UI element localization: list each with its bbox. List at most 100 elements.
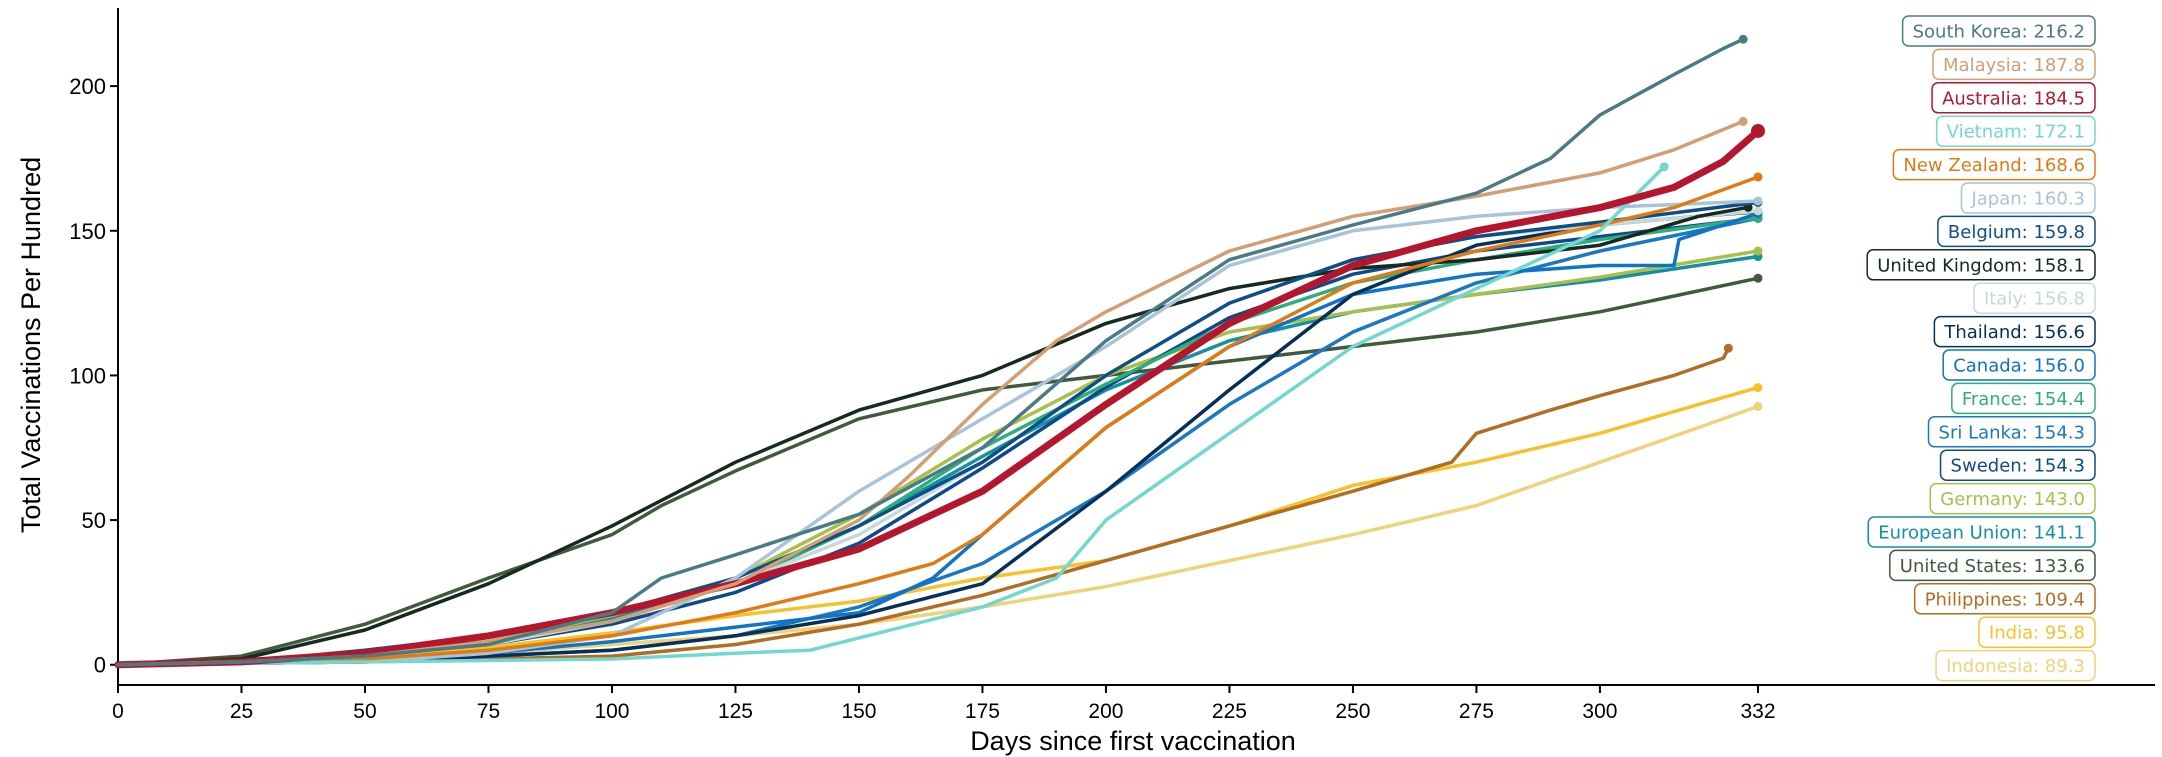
series-line-france [116, 216, 1760, 667]
y-tick-label: 200 [69, 74, 106, 99]
y-tick-label: 100 [69, 363, 106, 388]
legend-label: United States: 133.6 [1900, 556, 2085, 577]
legend-box [1960, 182, 2096, 214]
legend-label: India: 95.8 [1989, 623, 2085, 644]
series-line-united-states [116, 276, 1760, 667]
legend-item-european-union: European Union: 141.1 [1867, 516, 2096, 548]
legend-box [1951, 382, 2096, 415]
legend-box [1913, 583, 2096, 615]
series-line-sri-lanka [116, 216, 1760, 667]
x-tick-label: 0 [112, 700, 124, 723]
legend-label: United Kingdom: 158.1 [1877, 255, 2085, 276]
y-tick-label: 150 [69, 219, 106, 244]
series-line-canada [116, 211, 1760, 667]
legend-label: Italy: 156.8 [1984, 289, 2085, 310]
x-tick-label: 150 [841, 700, 876, 723]
series-line-thailand [116, 209, 1760, 667]
series-endpoint-vietnam [1659, 162, 1669, 172]
legend-item-sri-lanka: Sri Lanka: 154.3 [1927, 416, 2096, 448]
legend-box [1866, 249, 2096, 281]
series-lines [114, 34, 1765, 669]
series-line-malaysia [116, 119, 1745, 667]
legend-item-japan: Japan: 160.3 [1960, 182, 2096, 214]
legend-box [1935, 649, 2096, 682]
series-endpoint-japan [1753, 196, 1763, 206]
series-endpoint-south-korea [1738, 34, 1748, 44]
legend-box [1892, 148, 2096, 181]
legend-label: Japan: 160.3 [1970, 189, 2085, 210]
x-tick-label: 200 [1088, 700, 1123, 723]
legend-item-sweden: Sweden: 154.3 [1939, 449, 2096, 481]
series-line-australia [114, 127, 1762, 669]
legend-box [1939, 449, 2096, 481]
legend-item-indonesia: Indonesia: 89.3 [1935, 649, 2096, 682]
legend-label: France: 154.4 [1962, 389, 2085, 410]
series-endpoint-united-states [1753, 273, 1763, 283]
legend-box [1978, 616, 2096, 648]
ticks: 0 25 50 75 100 125 150 175 200 225 250 275 300 332 0 50… [69, 74, 1775, 723]
series-endpoint-new-zealand [1753, 172, 1763, 182]
legend-label: Vietnam: 172.1 [1947, 122, 2085, 143]
legend-label: Thailand: 156.6 [1943, 322, 2085, 343]
series-line-germany [116, 249, 1760, 667]
legend-label: Sweden: 154.3 [1951, 456, 2085, 477]
legend-box [1927, 416, 2096, 448]
legend-item-germany: Germany: 143.0 [1929, 482, 2096, 515]
series-line-vietnam [116, 165, 1666, 667]
legend-item-united-states: United States: 133.6 [1889, 549, 2096, 582]
x-axis-label: Days since first vaccination [970, 726, 1296, 756]
legend-box [1889, 549, 2096, 582]
legend-label: Philippines: 109.4 [1925, 589, 2085, 610]
series-endpoint-india [1753, 383, 1763, 393]
series-line-new-zealand [116, 175, 1760, 667]
legend-item-malaysia: Malaysia: 187.8 [1932, 48, 2096, 81]
legend-label: Canada: 156.0 [1953, 356, 2085, 377]
x-tick-label: 225 [1212, 700, 1247, 723]
series-line-sweden [116, 216, 1760, 667]
x-tick-label: 75 [477, 700, 500, 723]
legend-box [1933, 315, 2096, 348]
x-tick-label: 125 [718, 700, 753, 723]
legend-item-south-korea: South Korea: 216.2 [1901, 15, 2096, 47]
series-line-south-korea [116, 37, 1745, 667]
legend-box [1937, 215, 2096, 248]
legend-box [1931, 82, 2096, 114]
legend-label: Germany: 143.0 [1940, 489, 2085, 510]
legend-item-australia: Australia: 184.5 [1931, 82, 2096, 114]
x-tick-label: 100 [594, 700, 629, 723]
legend-item-canada: Canada: 156.0 [1942, 349, 2096, 381]
legend: South Korea: 216.2 Malaysia: 187.8 Austral… [1866, 15, 2096, 682]
legend-label: Australia: 184.5 [1942, 88, 2085, 109]
x-tick-label: 250 [1335, 700, 1370, 723]
x-tick-label: 300 [1582, 700, 1617, 723]
legend-box [1929, 482, 2096, 515]
x-tick-label: 25 [230, 700, 253, 723]
series-endpoint-indonesia [1753, 401, 1763, 411]
legend-item-thailand: Thailand: 156.6 [1933, 315, 2096, 348]
legend-box [1935, 115, 2096, 147]
legend-box [1942, 349, 2096, 381]
y-tick-label: 0 [94, 653, 106, 678]
y-tick-label: 50 [82, 508, 106, 533]
y-axis-label: Total Vaccinations Per Hundred [16, 157, 46, 533]
series-line-philippines [116, 346, 1731, 667]
x-tick-label: 175 [965, 700, 1000, 723]
series-endpoint-philippines [1723, 343, 1733, 353]
legend-box [1973, 282, 2096, 314]
x-tick-label: 50 [353, 700, 376, 723]
series-line-japan [116, 199, 1760, 667]
legend-label: European Union: 141.1 [1878, 523, 2085, 544]
legend-label: Malaysia: 187.8 [1943, 55, 2085, 76]
legend-item-italy: Italy: 156.8 [1973, 282, 2096, 314]
series-endpoint-australia [1751, 123, 1765, 138]
legend-box [1932, 48, 2096, 81]
legend-box [1901, 15, 2096, 47]
legend-label: Indonesia: 89.3 [1946, 656, 2085, 677]
legend-item-france: France: 154.4 [1951, 382, 2096, 415]
series-endpoint-germany [1753, 246, 1763, 256]
legend-label: South Korea: 216.2 [1913, 22, 2085, 43]
legend-box [1867, 516, 2096, 548]
legend-item-new-zealand: New Zealand: 168.6 [1892, 148, 2096, 181]
series-line-european-union [116, 254, 1760, 667]
